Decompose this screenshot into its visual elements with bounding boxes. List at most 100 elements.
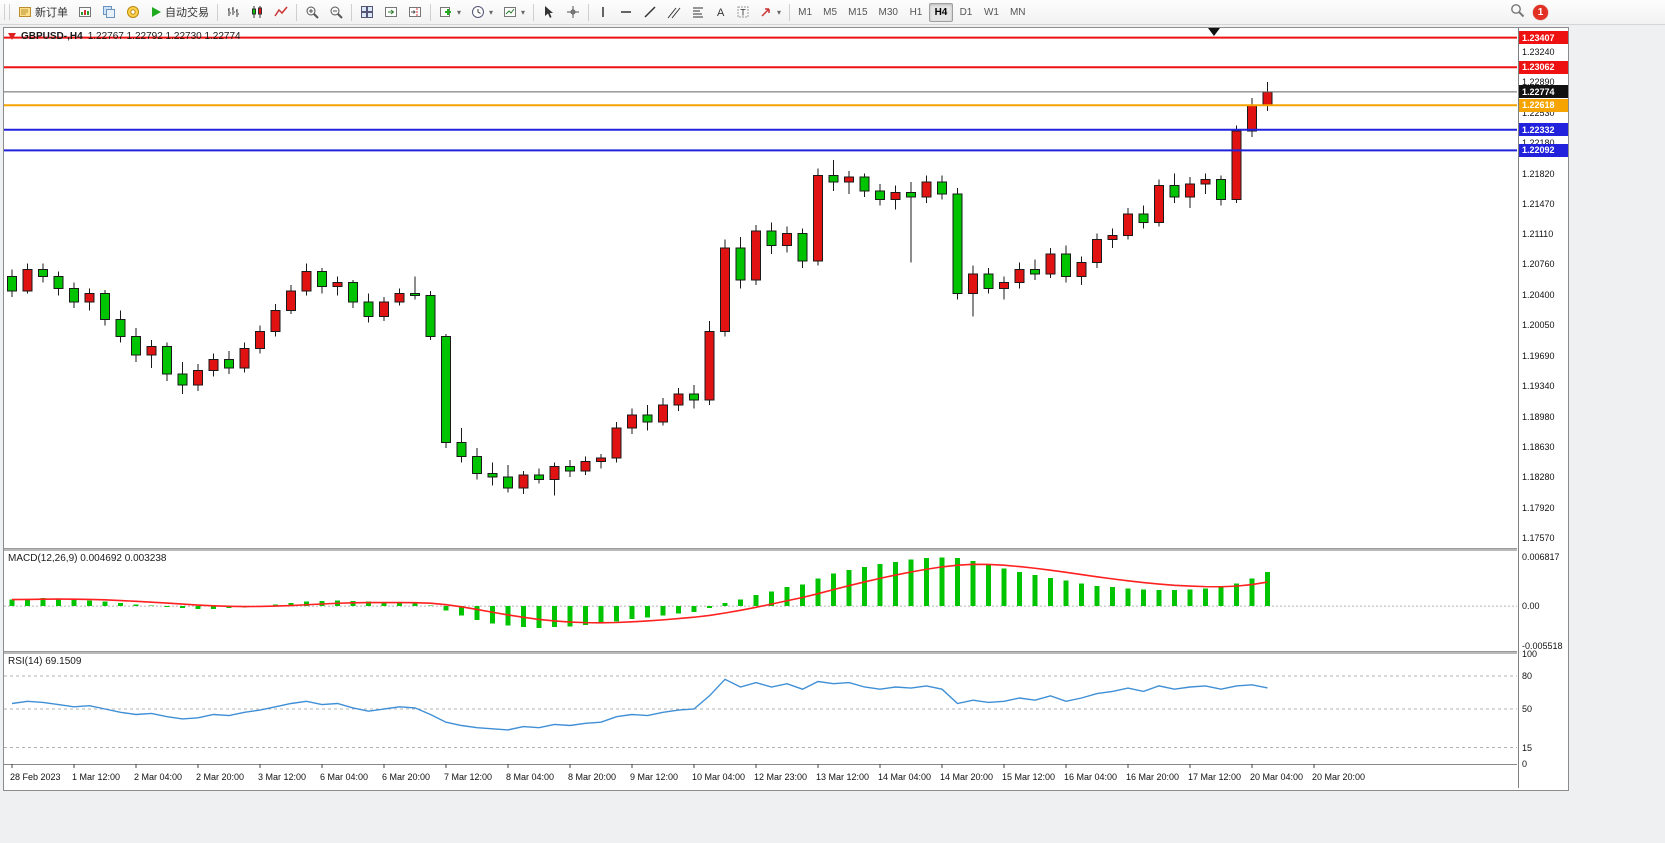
svg-text:A: A <box>717 7 725 19</box>
candle <box>456 442 467 457</box>
trendline-tool-button[interactable] <box>638 2 662 23</box>
toolbar-separator <box>351 3 352 21</box>
candle <box>224 359 234 369</box>
candle <box>472 455 482 474</box>
candle <box>565 466 575 472</box>
candle <box>1061 253 1071 277</box>
tile-windows-button[interactable] <box>355 2 379 23</box>
cursor-tool-button[interactable] <box>537 2 561 23</box>
candle <box>239 347 250 369</box>
level-price-box: 1.23062 <box>1519 60 1568 74</box>
template-icon <box>503 5 517 19</box>
candle <box>1045 253 1056 275</box>
timeframe-button-m30[interactable]: M30 <box>874 3 903 22</box>
candle <box>1123 213 1133 236</box>
candle <box>332 281 343 288</box>
arrows-dropdown-button[interactable]: ▾ <box>754 2 786 23</box>
new-order-button[interactable]: 新订单 <box>13 2 73 23</box>
text-label-tool-button[interactable]: T <box>732 2 754 23</box>
time-axis-label: 6 Mar 04:00 <box>320 772 369 782</box>
fibonacci-icon <box>691 5 705 19</box>
search-icon[interactable] <box>1510 3 1525 23</box>
timeframe-button-h1[interactable]: H1 <box>904 3 928 22</box>
level-price-box: 1.22332 <box>1519 123 1568 137</box>
chart-shift-button[interactable] <box>403 2 427 23</box>
candle <box>115 318 126 337</box>
zoom-in-button[interactable] <box>300 2 324 23</box>
auto-trading-button[interactable]: 自动交易 <box>145 2 214 23</box>
crosshair-tool-button[interactable] <box>561 2 585 23</box>
price-tick-label: 1.22180 <box>1522 137 1555 148</box>
fibonacci-tool-button[interactable] <box>686 2 710 23</box>
channel-tool-button[interactable] <box>662 2 686 23</box>
line-chart-button[interactable] <box>269 2 293 23</box>
macd-pane-label: MACD(12,26,9) 0.004692 0.003238 <box>8 553 167 564</box>
candle <box>22 269 33 292</box>
horizontal-line-tool-button[interactable] <box>614 2 638 23</box>
time-axis-label: 16 Mar 04:00 <box>1064 772 1118 782</box>
time-axis-label: 16 Mar 20:00 <box>1126 772 1180 782</box>
timeframe-button-m5[interactable]: M5 <box>818 3 842 22</box>
timeframe-button-m15[interactable]: M15 <box>843 3 872 22</box>
price-tick-label: 1.21470 <box>1522 198 1555 209</box>
cursor-icon <box>542 5 556 19</box>
community-button[interactable] <box>121 2 145 23</box>
candle <box>84 293 95 303</box>
candle <box>7 275 17 292</box>
charts-button[interactable] <box>73 2 97 23</box>
notification-badge[interactable]: 1 <box>1533 5 1548 20</box>
chevron-down-icon: ▾ <box>777 7 782 17</box>
rsi-line <box>11 678 1268 731</box>
timeframe-button-mn[interactable]: MN <box>1005 3 1031 22</box>
profiles-button[interactable] <box>97 2 121 23</box>
templates-dropdown-button[interactable]: ▾ <box>498 2 530 23</box>
auto-trading-label: 自动交易 <box>165 7 209 19</box>
auto-scroll-icon <box>384 5 398 19</box>
pane-splitter-rsi[interactable] <box>4 651 1517 654</box>
time-axis-label: 17 Mar 12:00 <box>1188 772 1242 782</box>
timeframe-group: M1 M5 M15 M30 H1 H4 D1 W1 MN <box>793 2 1031 22</box>
price-tick-label: 1.19340 <box>1522 381 1555 392</box>
price-tick-label: 1.19690 <box>1522 351 1555 362</box>
text-tool-button[interactable]: A <box>710 2 732 23</box>
candle <box>782 233 792 247</box>
label-icon: T <box>737 5 749 19</box>
candle <box>1092 239 1102 264</box>
price-scale[interactable]: 1.23240 1.22890 1.22530 1.22180 1.21820 1.214… <box>1518 28 1568 788</box>
rsi-axis-label: 50 <box>1522 704 1533 714</box>
candles-icon <box>250 5 264 19</box>
timeframe-button-d1[interactable]: D1 <box>954 3 978 22</box>
candle <box>1138 213 1149 223</box>
bar-chart-button[interactable] <box>221 2 245 23</box>
candlestick-chart-button[interactable] <box>245 2 269 23</box>
candle <box>642 414 653 423</box>
toolbar-grip[interactable] <box>4 4 10 20</box>
timeframe-button-w1[interactable]: W1 <box>979 3 1004 22</box>
candle <box>689 393 699 401</box>
price-tick-label: 1.17570 <box>1522 532 1555 543</box>
candle <box>844 176 854 183</box>
candle <box>720 247 730 332</box>
chart-object-marker[interactable] <box>1208 28 1220 36</box>
level-price-box: 1.23407 <box>1519 31 1568 45</box>
candle <box>1231 130 1242 200</box>
timeframe-button-m1[interactable]: M1 <box>793 3 817 22</box>
candle <box>1247 104 1257 132</box>
pane-splitter-macd[interactable] <box>4 548 1517 551</box>
price-tick-label: 1.20760 <box>1522 259 1555 270</box>
candle <box>1154 185 1164 223</box>
auto-scroll-button[interactable] <box>379 2 403 23</box>
candle <box>425 294 436 337</box>
crosshair-icon <box>566 5 580 19</box>
timeframe-button-h4[interactable]: H4 <box>928 2 953 22</box>
candle <box>38 269 48 277</box>
macd-signal-line <box>11 563 1268 624</box>
chart-plot-area[interactable]: GBPUSD-,H4 1.22767 1.22792 1.22730 1.227… <box>4 28 1517 788</box>
zoom-out-button[interactable] <box>324 2 348 23</box>
vertical-line-tool-button[interactable] <box>592 2 614 23</box>
time-axis-label: 15 Mar 12:00 <box>1002 772 1056 782</box>
candle <box>859 176 870 192</box>
periods-dropdown-button[interactable]: ▾ <box>466 2 498 23</box>
candle <box>999 281 1009 289</box>
new-chart-dropdown-button[interactable]: ▾ <box>434 2 466 23</box>
